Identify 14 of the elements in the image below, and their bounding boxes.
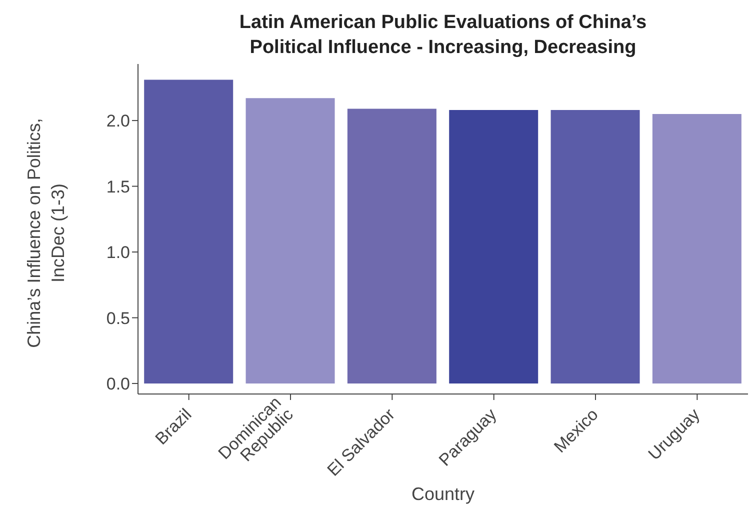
y-tick-label: 2.0	[106, 112, 130, 131]
y-tick-label: 0.0	[106, 374, 130, 394]
bar	[652, 114, 742, 384]
chart-title: Latin American Public Evaluations of China’s Political Influence - Increasing, Decreasing	[238, 11, 648, 60]
bar	[550, 110, 640, 384]
y-axis-title: China’s Influence on Politics, IncDec (1-3)	[23, 118, 69, 348]
x-axis-title: Country	[410, 484, 476, 505]
bar	[246, 98, 335, 384]
bar	[347, 108, 436, 384]
bar	[144, 80, 234, 384]
y-tick-label: 1.0	[106, 243, 130, 262]
y-tick-label: 1.5	[106, 177, 130, 196]
y-tick-label: 0.5	[106, 308, 130, 328]
bar	[449, 110, 538, 384]
